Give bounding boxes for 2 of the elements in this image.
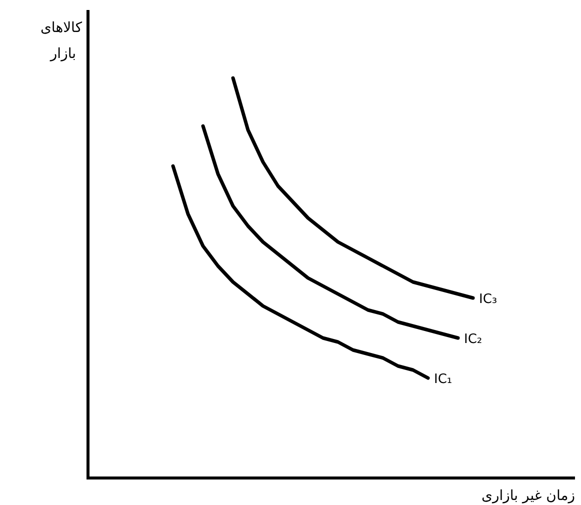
xlabel: زمان غیر بازاری (481, 488, 575, 504)
annotation: کالاهای بازار (40, 20, 82, 62)
